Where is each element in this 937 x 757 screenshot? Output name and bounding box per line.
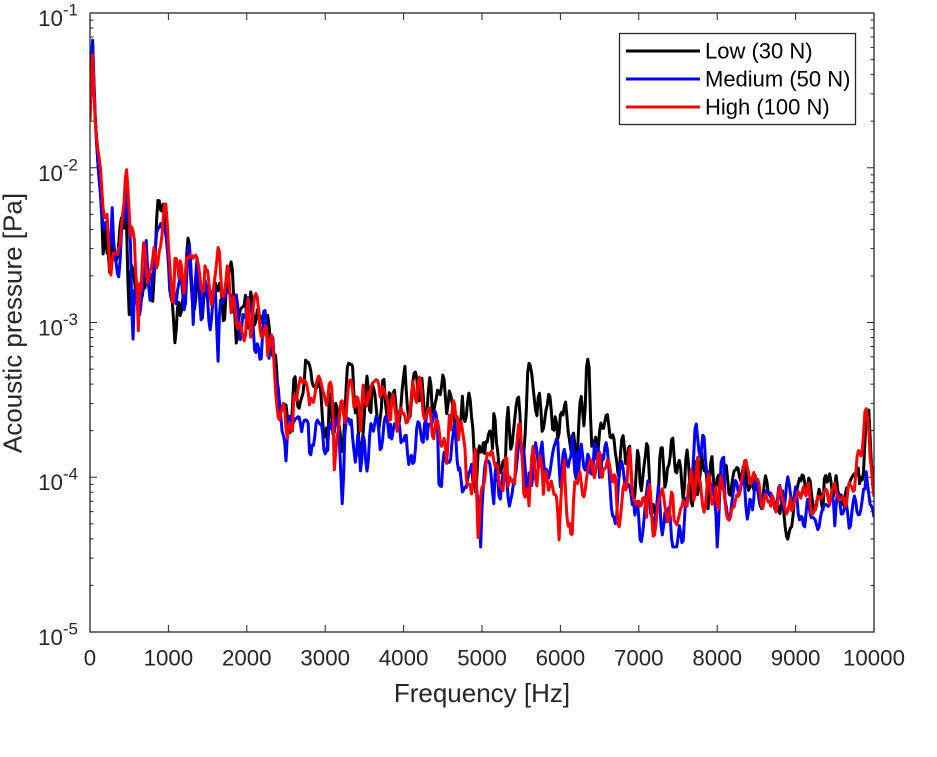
svg-text:1000: 1000: [144, 646, 194, 671]
svg-text:Frequency [Hz]: Frequency [Hz]: [394, 678, 570, 708]
svg-text:6000: 6000: [536, 646, 586, 671]
svg-text:0: 0: [84, 646, 96, 671]
svg-text:2000: 2000: [222, 646, 272, 671]
svg-text:10000: 10000: [843, 646, 905, 671]
svg-text:7000: 7000: [614, 646, 664, 671]
svg-text:Medium (50 N): Medium (50 N): [705, 67, 850, 92]
svg-text:9000: 9000: [771, 646, 821, 671]
svg-text:10-1: 10-1: [38, 1, 78, 32]
svg-text:Acoustic pressure [Pa]: Acoustic pressure [Pa]: [0, 193, 28, 453]
svg-text:5000: 5000: [457, 646, 507, 671]
svg-text:4000: 4000: [379, 646, 429, 671]
svg-text:8000: 8000: [692, 646, 742, 671]
svg-text:3000: 3000: [300, 646, 350, 671]
svg-text:High (100 N): High (100 N): [705, 95, 830, 120]
svg-text:Low (30 N): Low (30 N): [705, 39, 813, 64]
svg-text:10-5: 10-5: [38, 620, 78, 651]
